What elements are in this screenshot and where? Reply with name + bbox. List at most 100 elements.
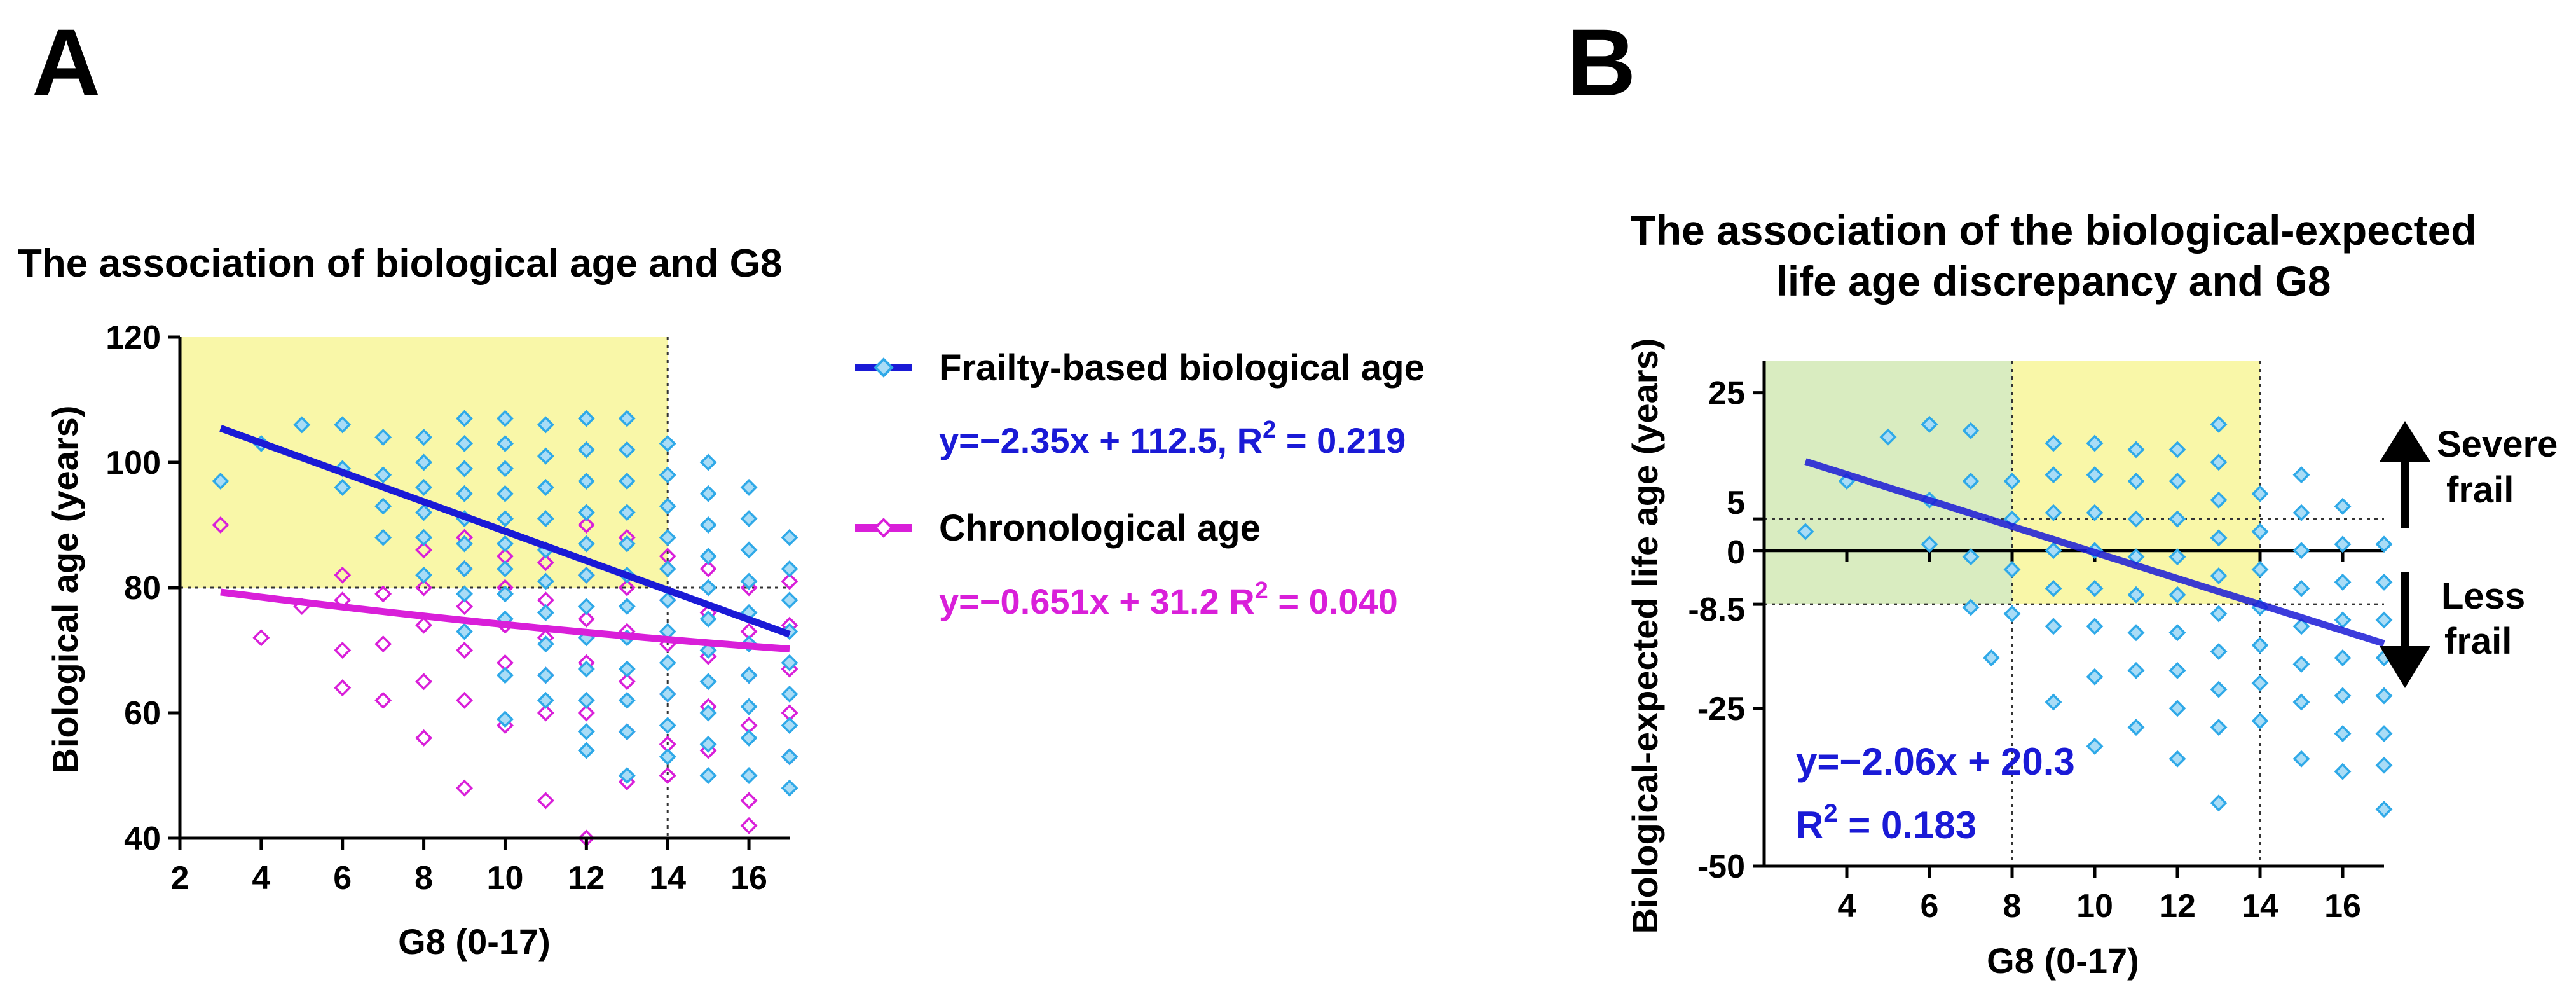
chart-b-point-53 xyxy=(2210,643,2228,661)
chart-b-point-28 xyxy=(2086,668,2104,686)
chart-a-point-frailty-48 xyxy=(577,473,595,490)
chart-a-point-chrono-10 xyxy=(415,541,433,559)
chart-b-point-50 xyxy=(2210,529,2228,547)
chart-b-point-30 xyxy=(2127,441,2145,459)
chart-a-point-chrono-9 xyxy=(374,691,392,709)
chart-a-point-frailty-84 xyxy=(699,548,717,565)
chart-b-y-axis-label: Biological-expected life age (years) xyxy=(1625,338,1665,934)
chart-b-point-82 xyxy=(2375,611,2393,629)
chart-a-point-chrono-12 xyxy=(415,616,433,634)
chart-a-point-frailty-22 xyxy=(456,560,474,577)
chart-a-point-frailty-70 xyxy=(659,434,676,452)
chart-a-point-frailty-103 xyxy=(781,560,798,577)
chart-a-point-frailty-66 xyxy=(618,660,636,678)
chart-b-point-61 xyxy=(2251,637,2269,654)
severe-frail-line2: frail xyxy=(2446,469,2514,511)
legend-frailty-marker xyxy=(874,357,894,378)
chart-a-point-chrono-36 xyxy=(577,704,595,722)
chart-b-point-48 xyxy=(2210,453,2228,471)
panel-a-letter: A xyxy=(32,9,100,116)
chart-a-point-frailty-75 xyxy=(659,591,676,609)
chart-b-point-21 xyxy=(2045,693,2062,711)
chart-a-point-frailty-87 xyxy=(699,642,717,659)
chart-b-point-3 xyxy=(1921,415,1938,433)
chart-b-x-tick-label-4: 4 xyxy=(1838,888,1856,925)
chart-a-point-chrono-60 xyxy=(740,817,758,834)
chart-b-point-57 xyxy=(2251,485,2269,502)
chart-a-point-frailty-62 xyxy=(618,535,636,553)
chart-a-point-frailty-104 xyxy=(781,591,798,609)
chart-b-fit-line xyxy=(1804,458,2385,647)
chart-b-point-63 xyxy=(2251,712,2269,730)
chart-a-point-frailty-11 xyxy=(415,453,433,471)
chart-a-point-frailty-12 xyxy=(415,478,433,496)
chart-a-point-frailty-8 xyxy=(374,497,392,515)
legend-frailty-label: Frailty-based biological age xyxy=(939,347,1425,389)
chart-a-x-tick-label-8: 8 xyxy=(414,860,433,897)
chart-a-point-frailty-51 xyxy=(577,566,595,584)
chart-b-point-19 xyxy=(2045,579,2062,597)
chart-b-point-65 xyxy=(2292,504,2310,521)
chart-a-point-chrono-30 xyxy=(537,704,554,722)
chart-b-point-62 xyxy=(2251,674,2269,692)
panel-a-chart: The association of biological age and G8… xyxy=(18,242,1425,962)
chart-b-y-tick-label-5: 25 xyxy=(1708,375,1745,412)
chart-a-point-frailty-68 xyxy=(618,723,636,741)
chart-a-point-frailty-50 xyxy=(577,535,595,553)
chart-b-point-45 xyxy=(2168,700,2186,717)
chart-a-point-frailty-72 xyxy=(659,497,676,515)
chart-b-point-14 xyxy=(2003,605,2021,623)
chart-a-point-frailty-56 xyxy=(577,723,595,741)
chart-a-point-chrono-7 xyxy=(374,585,392,603)
chart-b-point-44 xyxy=(2168,661,2186,679)
chart-b-point-29 xyxy=(2086,737,2104,755)
chart-b-title-line2: life age discrepancy and G8 xyxy=(1776,258,2331,305)
arrow-up-icon xyxy=(2380,421,2430,462)
chart-a-point-frailty-42 xyxy=(537,604,554,621)
chart-a-point-chrono-1 xyxy=(252,629,270,647)
chart-b-point-74 xyxy=(2334,573,2352,591)
chart-a-fit-line-frailty xyxy=(219,425,791,638)
chart-a-x-axis-label: G8 (0-17) xyxy=(398,922,551,962)
chart-b-point-43 xyxy=(2168,624,2186,642)
chart-a-y-tick-label-60: 60 xyxy=(124,695,161,732)
chart-b-point-15 xyxy=(2045,434,2062,452)
chart-a-point-frailty-2 xyxy=(293,416,311,434)
chart-a-point-frailty-9 xyxy=(374,528,392,546)
chart-a-point-frailty-61 xyxy=(618,504,636,521)
chart-a-point-frailty-25 xyxy=(496,410,514,427)
chart-a-point-frailty-93 xyxy=(740,510,758,528)
chart-b-point-77 xyxy=(2334,687,2352,705)
chart-b-point-32 xyxy=(2127,510,2145,528)
chart-a-point-frailty-95 xyxy=(740,572,758,590)
chart-b-point-71 xyxy=(2292,750,2310,768)
chart-a-point-frailty-108 xyxy=(781,717,798,735)
chart-a-point-frailty-46 xyxy=(577,410,595,427)
chart-a-point-chrono-59 xyxy=(740,792,758,810)
chart-b-title-line1: The association of the biological-expect… xyxy=(1630,207,2476,254)
chart-b-point-72 xyxy=(2334,497,2352,515)
chart-b-point-10 xyxy=(1983,649,2000,666)
chart-a-point-frailty-78 xyxy=(659,685,676,703)
chart-b-point-51 xyxy=(2210,567,2228,584)
chart-a-point-chrono-55 xyxy=(740,579,758,597)
chart-a-point-frailty-79 xyxy=(659,717,676,735)
chart-a-point-frailty-15 xyxy=(415,566,433,584)
chart-a-point-frailty-71 xyxy=(659,466,676,484)
chart-b-point-79 xyxy=(2334,763,2352,780)
chart-a-point-frailty-99 xyxy=(740,698,758,715)
chart-a-point-chrono-20 xyxy=(456,779,474,797)
chart-b-point-27 xyxy=(2086,618,2104,635)
severe-frail-annotation: Severe frail xyxy=(2380,421,2558,528)
less-frail-line1: Less xyxy=(2441,576,2525,617)
chart-a-point-chrono-0 xyxy=(212,516,230,534)
chart-b-y-tick-label-2: -8.5 xyxy=(1688,591,1745,628)
chart-a-point-frailty-100 xyxy=(740,729,758,747)
chart-a-point-frailty-29 xyxy=(496,510,514,528)
chart-b-point-20 xyxy=(2045,618,2062,635)
chart-b-point-47 xyxy=(2210,415,2228,433)
chart-a-point-frailty-45 xyxy=(537,691,554,709)
chart-a-point-frailty-67 xyxy=(618,691,636,709)
chart-a-point-frailty-6 xyxy=(374,429,392,446)
chart-a-point-chrono-49 xyxy=(659,767,676,784)
